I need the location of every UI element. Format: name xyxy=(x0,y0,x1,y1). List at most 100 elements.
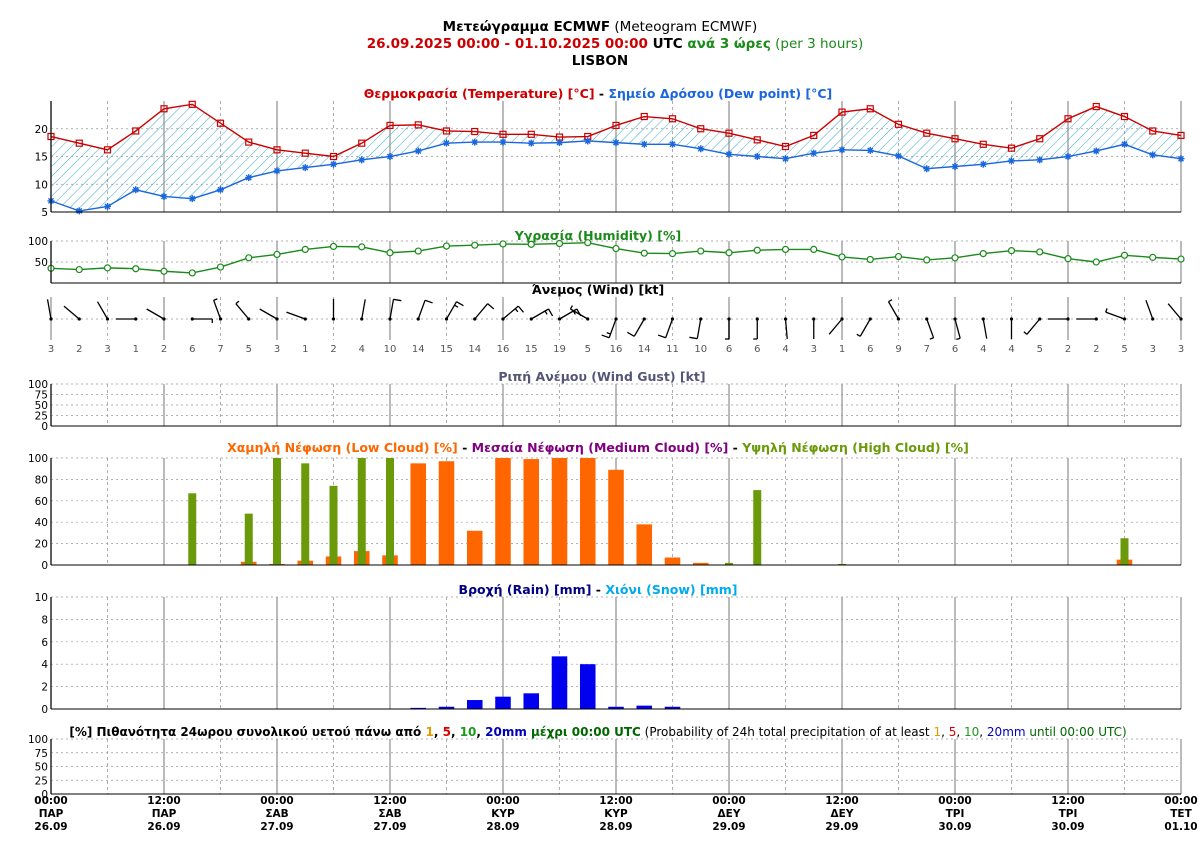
period-step-greek: ανά 3 ώρες xyxy=(683,36,771,52)
dewpoint-point xyxy=(669,140,676,148)
dewpoint-point xyxy=(330,160,337,168)
snow-label: Χιόνι (Snow) [mm] xyxy=(605,582,737,597)
dewpoint-marker xyxy=(132,186,140,194)
temperature-point xyxy=(414,121,422,129)
wind-barb-staff xyxy=(665,318,674,339)
wind-barb xyxy=(1023,317,1042,335)
wind-speed-label: 3 xyxy=(48,344,54,355)
temperature-line xyxy=(50,103,1182,158)
humidity-point xyxy=(301,245,309,253)
data-layer xyxy=(46,100,1185,709)
dewpoint-marker xyxy=(556,139,563,147)
dewpoint-point xyxy=(640,140,648,148)
temperature-panel-title: Θερμοκρασία (Temperature) [°C] - Σημείο … xyxy=(364,86,833,101)
prob-english-b: until 00:00 UTC) xyxy=(1026,725,1127,739)
humidity-point xyxy=(273,250,281,259)
wind-barb xyxy=(501,305,524,321)
rain-bar xyxy=(551,656,568,709)
wind-speed-label: 10 xyxy=(694,344,707,355)
dewpoint-marker xyxy=(1177,155,1185,163)
dewpoint-point xyxy=(951,162,959,170)
low-cloud-bar xyxy=(608,469,624,565)
high-cloud-bar xyxy=(725,562,733,565)
y-tick-label: 0 xyxy=(41,704,48,716)
y-tick-label: 75 xyxy=(35,390,48,402)
temperature-point xyxy=(471,127,479,136)
dewpoint-point xyxy=(527,139,535,147)
wind-barb-feather xyxy=(657,334,666,339)
y-tick-label: 60 xyxy=(35,496,48,508)
wind-barb xyxy=(828,317,844,335)
dewpoint-point xyxy=(160,192,168,200)
wind-barb-staff xyxy=(1026,318,1041,335)
wind-barb-half-feather xyxy=(1023,331,1028,335)
temperature-point xyxy=(329,152,338,161)
y-tick-label: 75 xyxy=(35,748,48,760)
wind-speed-label: 2 xyxy=(1093,344,1099,355)
y-tick-label: 25 xyxy=(35,775,48,787)
rain-bar xyxy=(438,706,455,709)
humidity-point xyxy=(697,247,705,255)
wind-barb-feather xyxy=(601,334,610,339)
dewpoint-point xyxy=(104,202,111,210)
humidity-point xyxy=(188,269,196,277)
wind-speed-label: 5 xyxy=(1037,344,1043,355)
temperature-point xyxy=(132,127,140,135)
y-tick-label: 40 xyxy=(35,517,48,529)
dewpoint-marker xyxy=(1092,147,1100,155)
date-label: 28.09 xyxy=(486,821,519,833)
humidity-point xyxy=(245,254,253,262)
high-cloud-bar xyxy=(188,493,197,565)
time-label: 00:00 xyxy=(260,795,293,807)
prob-english-c3: , xyxy=(979,725,987,739)
day-label: ΚΥΡ xyxy=(604,808,628,820)
wind-barb-half-feather xyxy=(544,310,548,315)
wind-speed-label: 14 xyxy=(468,344,481,355)
date-label: 30.09 xyxy=(938,821,971,833)
wind-barb xyxy=(981,317,988,339)
high-cloud-bar xyxy=(357,458,366,565)
wind-speed-label: 4 xyxy=(782,344,788,355)
high-cloud-bar xyxy=(329,485,338,565)
rain-bar xyxy=(495,696,511,709)
dewpoint-point xyxy=(612,139,620,147)
prob-english-c1: , xyxy=(941,725,949,739)
wind-speed-label: 10 xyxy=(384,344,397,355)
wind-barb xyxy=(601,317,618,339)
dewpoint-marker xyxy=(1121,140,1128,148)
dewpoint-point xyxy=(386,153,394,160)
wind-barb-feather xyxy=(548,308,554,317)
wind-speed-label: 6 xyxy=(867,344,873,355)
humidity-point xyxy=(1064,255,1072,263)
wind-barb xyxy=(657,317,675,339)
dewpoint-point xyxy=(273,167,281,175)
wind-speed-label: 7 xyxy=(924,344,930,355)
dewpoint-point xyxy=(979,160,987,168)
low-cloud-bar xyxy=(579,458,596,565)
wind-speed-label: 14 xyxy=(638,344,651,355)
cloud-sep-1: - xyxy=(458,440,472,455)
dewpoint-point xyxy=(556,139,563,147)
dewpoint-marker xyxy=(1036,156,1044,164)
dewpoint-marker xyxy=(245,174,253,182)
dewpoint-marker xyxy=(866,146,874,154)
humidity-point xyxy=(358,243,366,251)
temperature-point xyxy=(216,119,225,127)
humidity-point xyxy=(414,247,422,255)
wind-barb xyxy=(259,308,279,321)
wind-barb-half-feather xyxy=(514,308,519,313)
wind-barb-feather xyxy=(517,305,524,313)
prob-english-a: (Probability of 24h total precipitation … xyxy=(641,725,934,739)
temperature-point xyxy=(1007,144,1016,152)
dewpoint-point xyxy=(75,207,83,215)
y-tick-label: 0 xyxy=(41,789,48,801)
dewpoint-marker xyxy=(301,164,309,172)
wind-barb xyxy=(689,317,703,340)
wind-speed-label: 6 xyxy=(754,344,760,355)
wind-barb-half-feather xyxy=(1105,308,1108,313)
y-tick-label: 50 xyxy=(35,257,48,269)
wind-barb xyxy=(783,317,788,339)
